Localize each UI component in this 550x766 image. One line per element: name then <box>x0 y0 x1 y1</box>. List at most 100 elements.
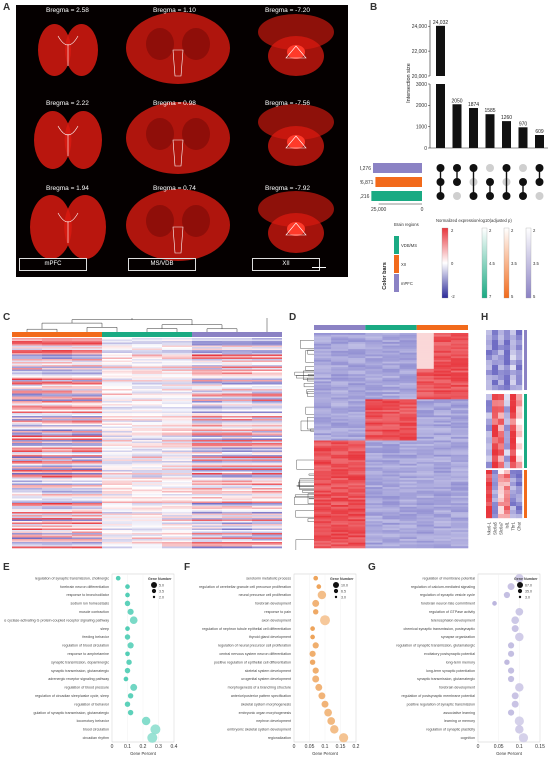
heatmap-cell <box>365 426 383 429</box>
heatmap-cell <box>72 348 103 351</box>
heatmap-cell <box>331 343 349 346</box>
heatmap-cell <box>222 443 253 445</box>
heatmap-cell <box>12 350 43 352</box>
heatmap-cell <box>314 402 332 405</box>
heatmap-cell <box>192 384 223 387</box>
heatmap-cell <box>331 535 349 538</box>
heatmap-cell <box>348 492 366 495</box>
heatmap-cell <box>42 348 73 351</box>
heatmap-cell <box>382 508 400 511</box>
heatmap-cell <box>252 476 282 478</box>
heatmap-cell <box>433 526 452 529</box>
dendrogram-branch <box>307 518 314 522</box>
heatmap-cell <box>222 479 253 481</box>
heatmap-cell <box>252 507 282 510</box>
heatmap-cell <box>331 415 349 418</box>
heatmap-cell <box>433 460 452 463</box>
heatmap-cell <box>416 352 435 355</box>
heatmap-cell <box>365 515 383 518</box>
heatmap-cell <box>365 347 383 350</box>
heatmap-cell <box>399 521 417 524</box>
heatmap-cell <box>222 407 253 409</box>
heatmap-cell <box>416 542 435 545</box>
hemisphere-right <box>65 24 98 76</box>
heatmap-cell <box>382 449 400 452</box>
heatmap-cell <box>132 437 163 439</box>
heatmap-cell <box>192 525 223 528</box>
heatmap-cell <box>162 350 193 352</box>
heatmap-cell <box>510 482 517 487</box>
heatmap-cell <box>331 503 349 506</box>
heatmap-cell <box>102 525 133 528</box>
heatmap-cell <box>348 336 366 339</box>
heatmap-cell <box>433 470 452 474</box>
heatmap-cell <box>348 352 366 355</box>
heatmap-cell <box>365 544 383 547</box>
heatmap-cell <box>314 467 332 470</box>
heatmap-cell <box>348 356 366 359</box>
heatmap-cell <box>450 356 469 359</box>
heatmap-cell <box>162 465 193 468</box>
heatmap-cell <box>102 393 133 396</box>
heatmap-cell <box>12 540 43 543</box>
heatmap-cell <box>42 491 73 493</box>
heatmap-cell <box>450 474 469 477</box>
heatmap-cell <box>192 431 223 433</box>
heatmap-cell <box>382 411 400 414</box>
heatmap-cell <box>162 402 193 405</box>
go-term-label: regulation of calcium-mediated signaling <box>411 585 475 589</box>
heatmap-cell <box>314 438 332 441</box>
heatmap-cell <box>450 481 469 484</box>
heatmap-cell <box>252 470 282 472</box>
heatmap-cell <box>382 481 400 484</box>
heatmap-cell <box>450 361 469 364</box>
padj-tick: 4.5 <box>489 261 495 266</box>
heatmap-cell <box>416 440 435 443</box>
heatmap-cell <box>222 357 253 360</box>
heatmap-cell <box>222 341 253 343</box>
heatmap-cell <box>192 522 223 525</box>
enrichment-dot <box>511 616 520 625</box>
heatmap-cell <box>331 358 349 361</box>
heatmap-cell <box>399 472 417 475</box>
heatmap-cell <box>348 465 366 468</box>
heatmap-cell <box>72 402 103 405</box>
heatmap-cell <box>252 354 282 357</box>
heatmap-cell <box>331 372 349 375</box>
heatmap-cell <box>12 399 43 402</box>
heatmap-cell <box>314 463 332 466</box>
heatmap-cell <box>42 531 73 534</box>
heatmap-cell <box>12 348 43 351</box>
heatmap-cell <box>331 456 349 459</box>
heatmap-cell <box>399 343 417 346</box>
heatmap-cell <box>331 341 349 345</box>
heatmap-cell <box>450 497 469 500</box>
heatmap-cell <box>314 465 332 468</box>
heatmap-cell <box>331 528 349 531</box>
heatmap-cell <box>365 458 383 461</box>
heatmap-cell <box>132 434 163 436</box>
heatmap-cell <box>162 440 193 442</box>
heatmap-cell <box>42 480 73 483</box>
set-size-label: 29,216 <box>360 194 370 200</box>
heatmap-cell <box>450 408 469 411</box>
heatmap-cell <box>102 540 133 543</box>
heatmap-cell <box>12 494 43 496</box>
heatmap-cell <box>12 455 43 457</box>
heatmap-cell <box>365 476 383 479</box>
heatmap-cell <box>450 546 469 549</box>
heatmap-cell <box>314 524 332 527</box>
heatmap-cell <box>132 522 163 525</box>
region-label-msvdb: MS/VDB <box>128 258 196 271</box>
heatmap-cell <box>102 386 133 388</box>
heatmap-cell <box>192 369 223 372</box>
heatmap-cell <box>12 380 43 382</box>
heatmap-cell <box>348 546 366 549</box>
heatmap-cell <box>498 345 505 351</box>
go-term-label: regulation of postsynaptic membrane pote… <box>401 694 475 698</box>
heatmap-cell <box>12 342 43 345</box>
heatmap-cell <box>132 516 163 519</box>
brain-section <box>258 14 334 76</box>
gene-label: Isl1 <box>505 521 510 528</box>
heatmap-cell <box>382 413 400 416</box>
